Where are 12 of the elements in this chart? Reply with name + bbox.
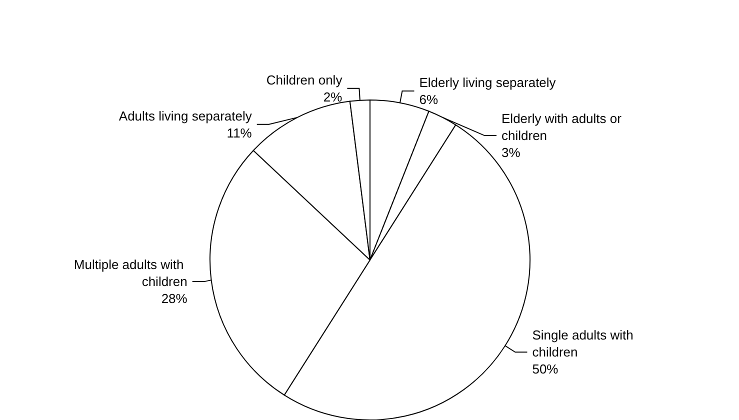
slice-label: Elderly with adults or children: [502, 111, 626, 144]
data-label: 11%: [226, 125, 252, 140]
data-label: 2%: [323, 89, 343, 104]
data-label: 6%: [419, 92, 438, 108]
data-label: 3%: [502, 145, 521, 160]
data-label: 50%: [532, 362, 559, 377]
slice-label: Adults living separately: [118, 108, 252, 124]
slice-label: Single adults with children: [532, 328, 638, 360]
data-label: 28%: [161, 291, 188, 306]
slice-label: Multiple adults with children: [74, 257, 188, 290]
slice-label: Children only: [266, 72, 343, 88]
slice-label: Elderly living separately: [419, 75, 556, 90]
